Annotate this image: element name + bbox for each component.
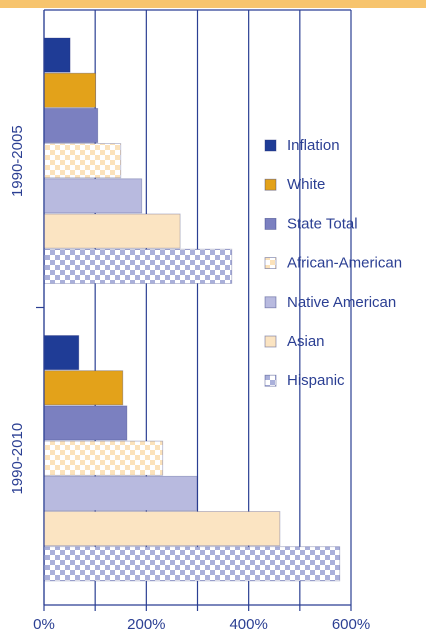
bar bbox=[43, 511, 281, 547]
legend-label: White bbox=[287, 176, 325, 193]
bar bbox=[43, 143, 122, 179]
legend-label: Native American bbox=[287, 294, 396, 311]
bar bbox=[43, 248, 233, 284]
top-strip bbox=[0, 0, 426, 8]
bar bbox=[43, 370, 124, 406]
x-tick-label: 400% bbox=[229, 616, 267, 632]
bar bbox=[43, 178, 143, 214]
bar bbox=[43, 335, 80, 371]
y-category-label: 1990-2005 bbox=[9, 125, 26, 197]
legend-label: African-American bbox=[287, 255, 402, 272]
bar bbox=[43, 213, 181, 249]
bar bbox=[43, 108, 99, 144]
legend-swatch bbox=[264, 374, 277, 387]
bar bbox=[43, 546, 341, 582]
legend-label: State Total bbox=[287, 215, 358, 232]
legend-swatch bbox=[264, 335, 277, 348]
legend-swatch bbox=[264, 257, 277, 270]
legend-swatch bbox=[264, 178, 277, 191]
legend-swatch bbox=[264, 139, 277, 152]
x-tick-label: 0% bbox=[33, 616, 55, 632]
x-tick-label: 200% bbox=[127, 616, 165, 632]
legend-label: Hispanic bbox=[287, 372, 345, 389]
legend-label: Inflation bbox=[287, 137, 340, 154]
legend-swatch bbox=[264, 296, 277, 309]
bar bbox=[43, 72, 97, 108]
bar bbox=[43, 405, 128, 441]
legend-label: Asian bbox=[287, 333, 325, 350]
y-category-label: 1990-2010 bbox=[9, 423, 26, 495]
legend-swatch bbox=[264, 217, 277, 230]
bar bbox=[43, 475, 198, 511]
x-tick-label: 600% bbox=[332, 616, 370, 632]
bar bbox=[43, 440, 164, 476]
bar bbox=[43, 37, 71, 73]
